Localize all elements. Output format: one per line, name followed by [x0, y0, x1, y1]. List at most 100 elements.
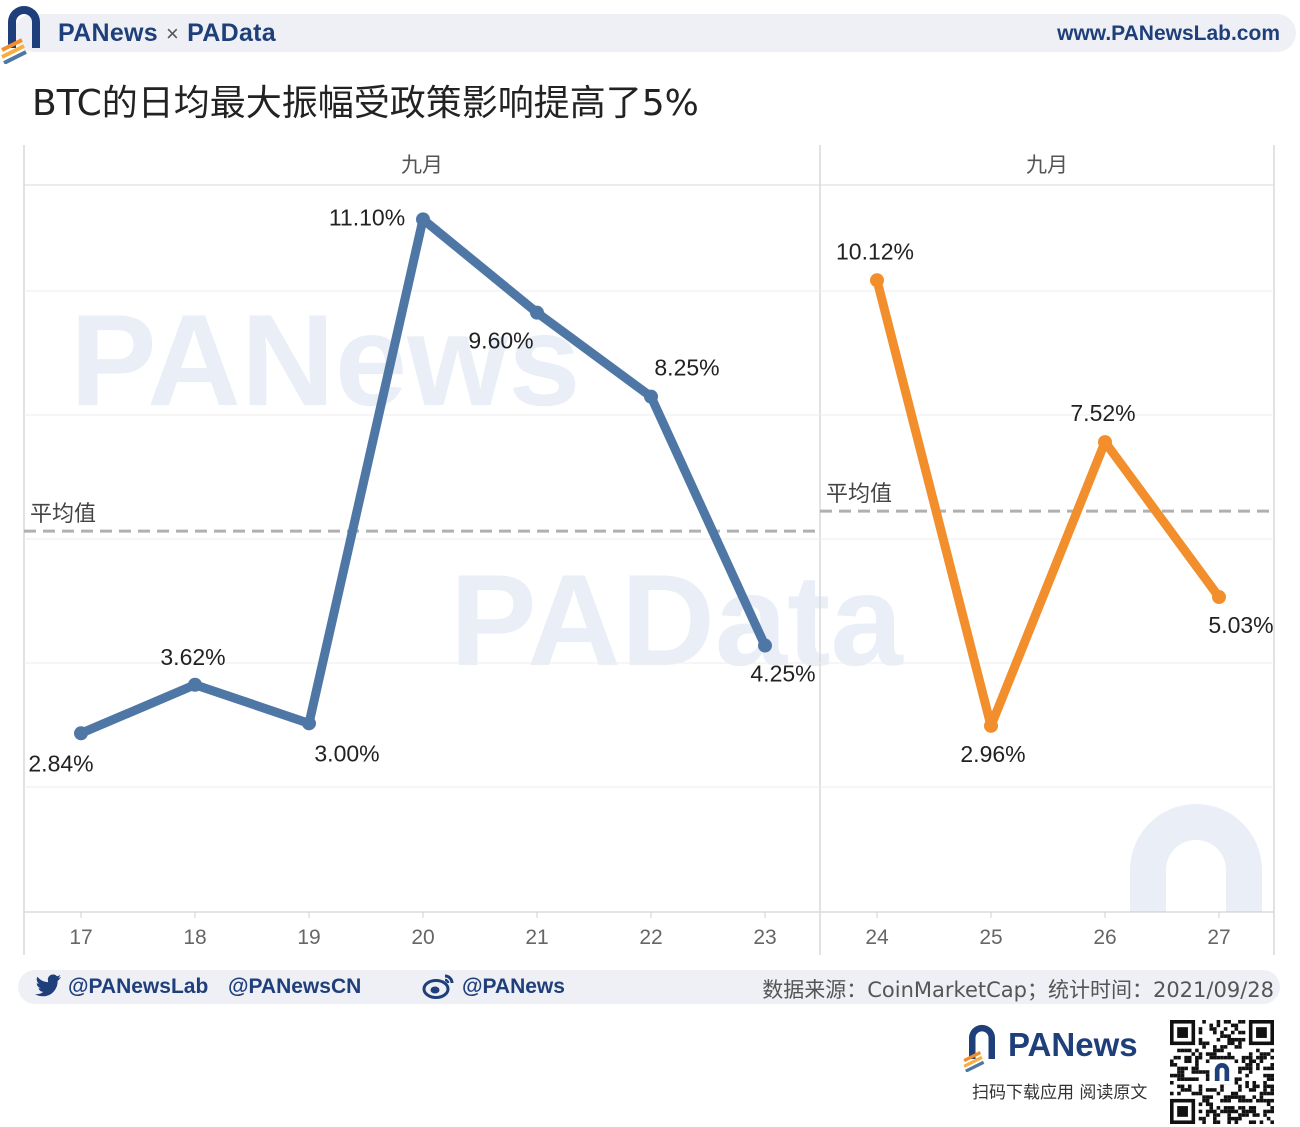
- qr-module: [1241, 1106, 1246, 1110]
- qr-module: [1202, 1020, 1206, 1024]
- qr-module: [1245, 1073, 1249, 1078]
- qr-module: [1213, 1030, 1217, 1035]
- qr-module: [1230, 1109, 1235, 1114]
- qr-module: [1202, 1041, 1206, 1046]
- qr-module: [1180, 1084, 1185, 1089]
- qr-module: [1177, 1091, 1181, 1096]
- qr-module: [1195, 1055, 1199, 1060]
- qr-module: [1241, 1066, 1246, 1071]
- qr-module: [1180, 1066, 1185, 1071]
- qr-module: [1209, 1109, 1214, 1114]
- qr-module: [1245, 1080, 1249, 1085]
- qr-module: [1248, 1059, 1253, 1064]
- qr-module: [1248, 1070, 1253, 1074]
- panews-logo-icon: [1, 6, 40, 64]
- qr-module: [1205, 1102, 1210, 1107]
- qr-module: [1248, 1106, 1253, 1110]
- qr-module: [1234, 1027, 1239, 1031]
- qr-module: [1198, 1027, 1203, 1031]
- qr-code-icon[interactable]: [1170, 1020, 1274, 1124]
- qr-module: [1180, 1088, 1185, 1092]
- brand-panews: PANews: [58, 19, 158, 47]
- qr-module: [1216, 1023, 1221, 1028]
- qr-module: [1202, 1116, 1206, 1121]
- qr-module: [1234, 1059, 1239, 1064]
- qr-module: [1248, 1063, 1253, 1067]
- twitter-icon: [35, 974, 61, 997]
- qr-module: [1177, 1055, 1181, 1060]
- qr-module: [1191, 1091, 1196, 1096]
- x-tick-label: 19: [297, 926, 320, 949]
- series-line-1: [872, 275, 1224, 731]
- qr-module: [1248, 1066, 1253, 1071]
- qr-module: [1198, 1055, 1203, 1060]
- data-point: [530, 305, 544, 320]
- x-tick-label: 18: [183, 926, 206, 949]
- qr-module: [1248, 1109, 1253, 1114]
- qr-module: [1230, 1116, 1235, 1121]
- qr-module: [1259, 1098, 1264, 1103]
- data-point: [1212, 590, 1226, 605]
- qr-module: [1216, 1055, 1221, 1060]
- qr-module: [1263, 1109, 1267, 1114]
- qr-module: [1270, 1084, 1274, 1089]
- data-point: [644, 389, 658, 404]
- twitter-handle-2[interactable]: @PANewsCN: [228, 975, 362, 998]
- qr-module: [1180, 1048, 1185, 1053]
- qr-module: [1227, 1098, 1231, 1103]
- qr-module: [1234, 1045, 1239, 1049]
- qr-module: [1202, 1070, 1206, 1074]
- qr-module: [1248, 1088, 1253, 1092]
- chart-title: BTC的日均最大振幅受政策影响提高了5%: [32, 83, 699, 124]
- qr-module: [1238, 1077, 1242, 1081]
- qr-module: [1252, 1095, 1257, 1099]
- site-url[interactable]: www.PANewsLab.com: [1057, 22, 1280, 45]
- qr-module: [1223, 1098, 1228, 1103]
- footer-brand: PANews: [1008, 1026, 1138, 1063]
- qr-module: [1187, 1055, 1192, 1060]
- qr-module: [1227, 1055, 1231, 1060]
- data-point: [758, 638, 772, 653]
- qr-module: [1170, 1063, 1174, 1067]
- qr-module: [1220, 1055, 1224, 1060]
- qr-module: [1245, 1063, 1249, 1067]
- qr-module: [1195, 1059, 1199, 1064]
- qr-module: [1259, 1095, 1264, 1099]
- qr-module: [1234, 1120, 1239, 1124]
- x-tick-label: 17: [69, 926, 92, 949]
- qr-module: [1270, 1077, 1274, 1081]
- watermark-panews: PANews: [70, 287, 581, 433]
- qr-module: [1248, 1098, 1253, 1103]
- qr-module: [1195, 1077, 1199, 1081]
- qr-module: [1205, 1052, 1210, 1056]
- qr-module: [1238, 1066, 1242, 1071]
- qr-module: [1266, 1077, 1271, 1081]
- qr-module: [1270, 1109, 1274, 1114]
- data-label: 9.60%: [468, 328, 533, 354]
- qr-module: [1230, 1023, 1235, 1028]
- average-label: 平均值: [30, 502, 96, 527]
- data-label: 3.62%: [160, 644, 225, 670]
- qr-module: [1270, 1073, 1274, 1078]
- qr-module: [1177, 1073, 1181, 1078]
- qr-module: [1187, 1088, 1192, 1092]
- qr-module: [1238, 1084, 1242, 1089]
- qr-module: [1245, 1084, 1249, 1089]
- weibo-handle[interactable]: @PANews: [462, 975, 565, 998]
- qr-module: [1227, 1034, 1231, 1038]
- qr-module: [1238, 1098, 1242, 1103]
- qr-module: [1270, 1106, 1274, 1110]
- qr-module: [1170, 1080, 1174, 1085]
- qr-module: [1238, 1020, 1242, 1024]
- twitter-handle-1[interactable]: @PANewsLab: [68, 975, 209, 998]
- qr-module: [1213, 1027, 1217, 1031]
- qr-module: [1256, 1113, 1260, 1117]
- qr-module: [1216, 1020, 1221, 1024]
- x-tick-label: 24: [865, 926, 889, 949]
- qr-module: [1209, 1027, 1214, 1031]
- qr-module: [1191, 1070, 1196, 1074]
- qr-module: [1187, 1077, 1192, 1081]
- qr-module: [1266, 1073, 1271, 1078]
- qr-module: [1256, 1084, 1260, 1089]
- qr-module: [1202, 1098, 1206, 1103]
